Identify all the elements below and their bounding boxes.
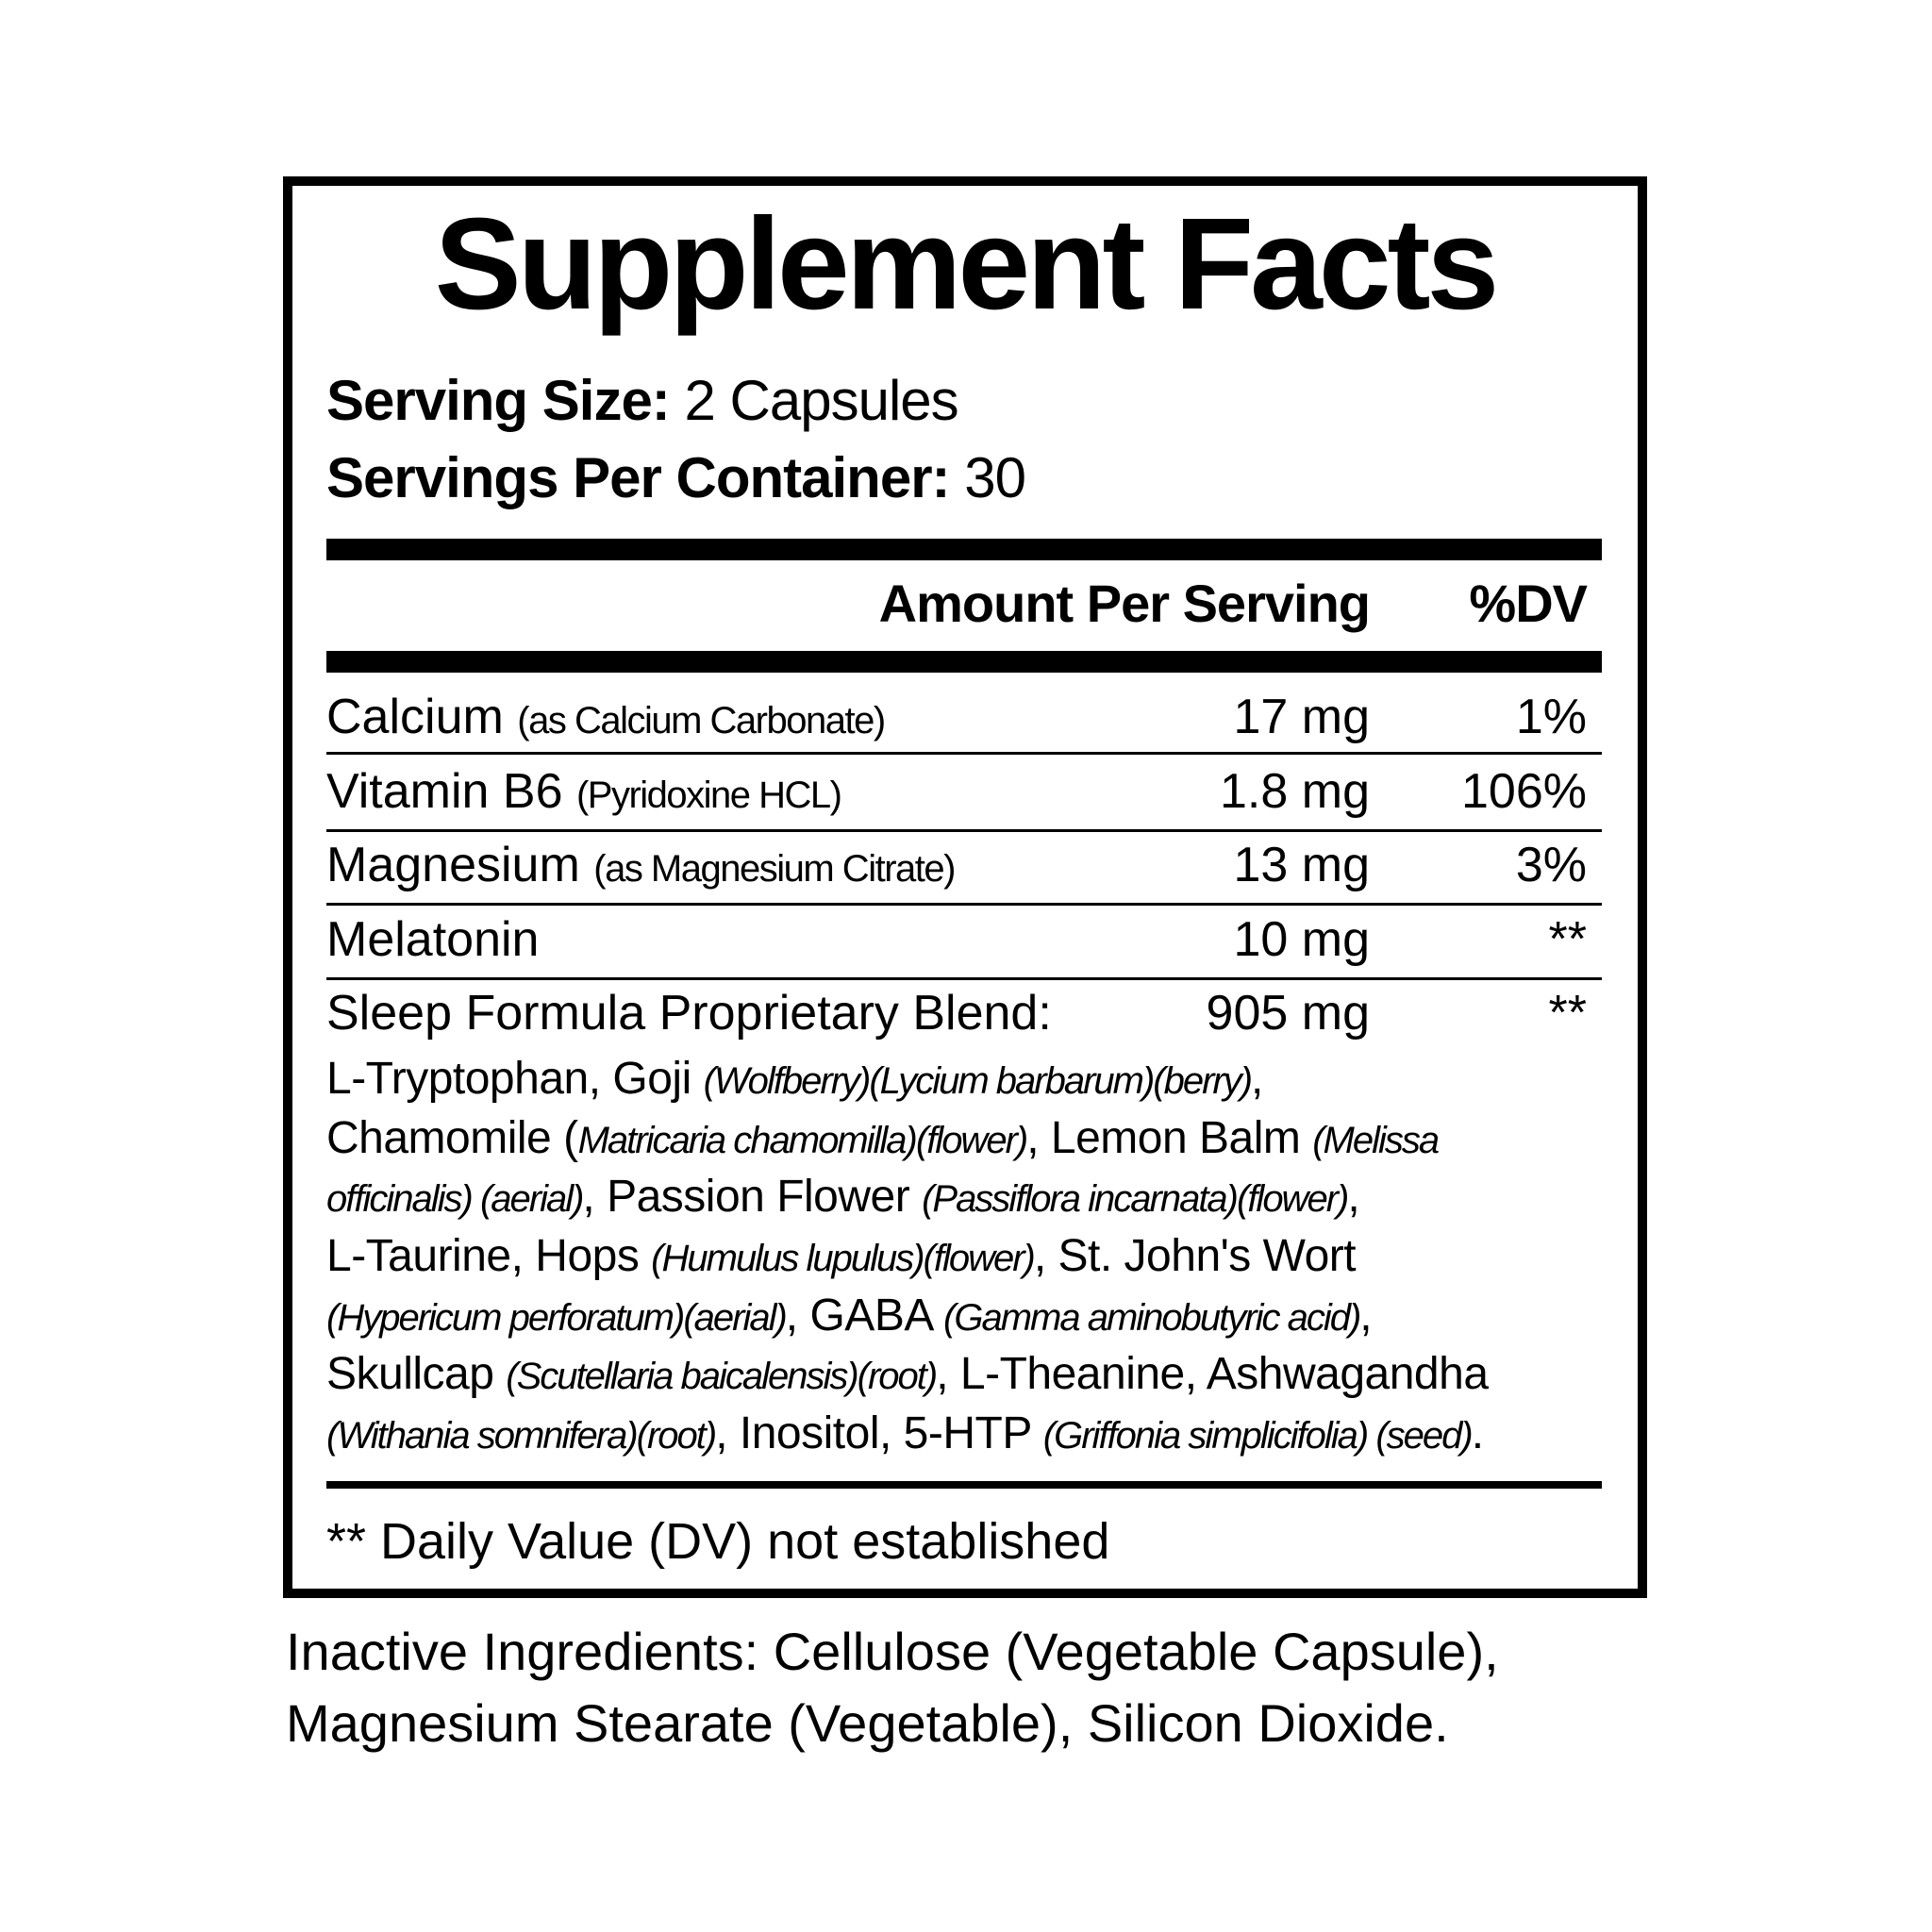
nutrient-dv: 1% (1515, 690, 1587, 744)
nutrient-name: Vitamin B6 (Pyridoxine HCL) (326, 764, 842, 822)
ingredient-text: , St. John's Wort (1033, 1231, 1357, 1282)
nutrient-name: Melatonin (326, 913, 539, 966)
botanical-name: (Melissa (1312, 1119, 1440, 1161)
ingredient-text: , (1251, 1054, 1263, 1104)
supplement-facts-panel (283, 176, 1647, 1598)
ingredient-text: , (1359, 1290, 1373, 1341)
botanical-name: (Humulus lupulus)(flower) (651, 1238, 1036, 1280)
servings-per-container-value: 30 (964, 446, 1026, 509)
botanical-name: officinalis) (aerial) (326, 1178, 584, 1221)
nutrient-row: Vitamin B6 (Pyridoxine HCL) 1.8 mg 106% (326, 754, 1602, 827)
botanical-name: (Withania somnifera)(root) (326, 1415, 717, 1457)
blend-line: Chamomile (Matricaria chamomilla)(flower… (326, 1109, 1609, 1169)
footnote: ** Daily Value (DV) not established (326, 1513, 1110, 1570)
nutrient-row: Melatonin 10 mg ** (326, 902, 1602, 975)
ingredient-text: , Lemon Balm (1026, 1112, 1313, 1163)
nutrient-amount: 13 mg (1233, 838, 1370, 892)
blend-line: (Withania somnifera)(root), Inositol, 5-… (326, 1405, 1609, 1464)
botanical-name: (Scutellaria baicalensis)(root) (506, 1356, 938, 1398)
nutrient-label: Calcium (326, 690, 504, 744)
botanical-name: (Gamma aminobutyric acid) (943, 1296, 1361, 1339)
botanical-name: (Passiflora incarnata)(flower) (922, 1178, 1349, 1221)
amount-header: Amount Per Serving (878, 574, 1371, 633)
botanical-name: (Hypericum perforatum)(aerial) (326, 1296, 788, 1339)
nutrient-row: Magnesium (as Magnesium Citrate) 13 mg 3… (326, 827, 1602, 901)
botanical-name: Matricaria chamomilla)(flower) (577, 1119, 1029, 1161)
blend-line: Skullcap (Scutellaria baicalensis)(root)… (326, 1345, 1609, 1405)
row-divider (326, 903, 1602, 906)
ingredient-text: Skullcap (326, 1349, 507, 1400)
nutrient-label: Vitamin B6 (326, 764, 563, 819)
panel-title: Supplement Facts (434, 192, 1500, 337)
inactive-ingredients-line: Inactive Ingredients: Cellulose (Vegetab… (286, 1622, 1499, 1681)
ingredient-text: Chamomile ( (326, 1112, 578, 1163)
thick-divider (326, 539, 1602, 560)
blend-line: L-Taurine, Hops (Humulus lupulus)(flower… (326, 1227, 1609, 1287)
thick-divider (326, 651, 1602, 673)
ingredient-text: , Inositol, 5-HTP (715, 1408, 1043, 1459)
row-divider (326, 977, 1602, 980)
serving-size-label: Serving Size: (326, 369, 671, 432)
serving-size-value: 2 Capsules (684, 369, 958, 432)
ingredient-text: . (1471, 1408, 1484, 1459)
blend-ingredients: L-Tryptophan, Goji (Wolfberry)(Lycium ba… (326, 1050, 1609, 1464)
serving-size: Serving Size: 2 Capsules (326, 368, 959, 434)
nutrient-label: Magnesium (326, 838, 580, 892)
dv-header: %DV (1469, 574, 1588, 633)
ingredient-text: , L-Theanine, Ashwagandha (936, 1349, 1489, 1400)
nutrient-source: (as Calcium Carbonate) (517, 700, 886, 741)
ingredient-text: , (1347, 1172, 1360, 1223)
nutrient-label: Melatonin (326, 912, 540, 967)
nutrient-dv: 106% (1461, 764, 1587, 819)
nutrient-source: (Pyridoxine HCL) (575, 774, 842, 816)
nutrient-amount: 17 mg (1233, 690, 1370, 744)
nutrient-label: Sleep Formula Proprietary Blend: (326, 986, 1052, 1041)
nutrient-name: Sleep Formula Proprietary Blend: (326, 987, 1052, 1040)
nutrient-row: Sleep Formula Proprietary Blend: 905 mg … (326, 975, 1602, 1049)
nutrient-dv: ** (1548, 912, 1587, 967)
blend-line: (Hypericum perforatum)(aerial), GABA (Ga… (326, 1287, 1609, 1346)
nutrient-source: (as Magnesium Citrate) (593, 848, 956, 890)
ingredient-text: , GABA (785, 1290, 944, 1341)
botanical-name: (Griffonia simplicifolia) (seed) (1042, 1415, 1474, 1457)
botanical-name: (Wolfberry)(Lycium barbarum)(berry) (703, 1060, 1253, 1102)
inactive-ingredients-line: Magnesium Stearate (Vegetable), Silicon … (286, 1693, 1449, 1753)
blend-line: officinalis) (aerial), Passion Flower (P… (326, 1168, 1609, 1227)
row-divider (326, 752, 1602, 755)
nutrient-row: Calcium (as Calcium Carbonate) 17 mg 1% (326, 679, 1602, 753)
nutrient-amount: 1.8 mg (1220, 764, 1370, 819)
divider (326, 1481, 1602, 1489)
ingredient-text: L-Tryptophan, Goji (326, 1054, 704, 1104)
blend-line: L-Tryptophan, Goji (Wolfberry)(Lycium ba… (326, 1050, 1609, 1109)
nutrient-amount: 905 mg (1206, 986, 1370, 1041)
nutrient-name: Magnesium (as Magnesium Citrate) (326, 838, 956, 895)
ingredient-text: L-Taurine, Hops (326, 1231, 652, 1282)
row-divider (326, 829, 1602, 832)
servings-per-container-label: Servings Per Container: (326, 446, 951, 509)
nutrient-dv: ** (1548, 986, 1587, 1041)
servings-per-container: Servings Per Container: 30 (326, 445, 1026, 511)
nutrient-dv: 3% (1515, 838, 1587, 892)
ingredient-text: , Passion Flower (582, 1172, 923, 1223)
nutrient-amount: 10 mg (1233, 912, 1370, 967)
nutrient-name: Calcium (as Calcium Carbonate) (326, 690, 886, 747)
